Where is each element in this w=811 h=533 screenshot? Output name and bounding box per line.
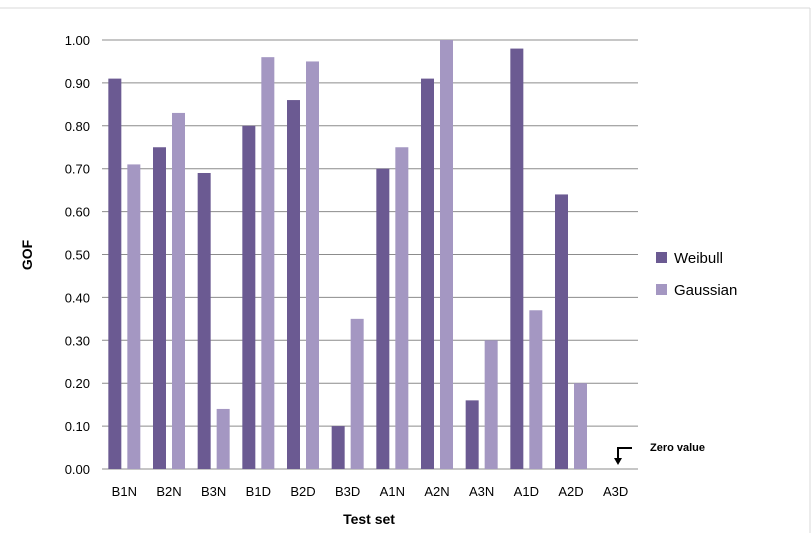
x-tick-labels: B1N B2N B3N B1D B2D B3D A1N A2N A3N A1D A2D A3D bbox=[112, 484, 629, 499]
x-tick-label: B3D bbox=[335, 484, 360, 499]
bar-weibull-a2n bbox=[421, 78, 434, 470]
legend-swatch-weibull bbox=[656, 252, 667, 263]
annotation-label: Zero value bbox=[650, 442, 705, 454]
x-tick-label: B1D bbox=[246, 484, 271, 499]
y-tick-label: 0.70 bbox=[65, 162, 90, 177]
y-tick-label: 0.90 bbox=[65, 76, 90, 91]
bar-gaussian-a1d bbox=[529, 310, 543, 469]
x-axis-title: Test set bbox=[343, 511, 395, 527]
x-tick-label: A3D bbox=[603, 484, 628, 499]
legend-label-gaussian: Gaussian bbox=[674, 282, 737, 299]
y-tick-label: 0.20 bbox=[65, 376, 90, 391]
bar-gaussian-a3n bbox=[484, 340, 498, 469]
bar-gaussian-b1n bbox=[127, 164, 141, 469]
x-tick-label: B1N bbox=[112, 484, 137, 499]
bar-weibull-b2d bbox=[287, 100, 300, 469]
bar-gaussian-b2d bbox=[306, 61, 319, 469]
y-axis-title: GOF bbox=[19, 239, 35, 270]
bar-weibull-b2n bbox=[153, 147, 166, 469]
bar-weibull-b1d bbox=[242, 125, 256, 470]
bar-weibull-a1n bbox=[376, 168, 390, 469]
annotation-arrow bbox=[617, 447, 632, 460]
bar-weibull-a2d bbox=[555, 194, 568, 469]
x-tick-label: A3N bbox=[469, 484, 494, 499]
x-tick-label: B2N bbox=[156, 484, 181, 499]
bar-weibull-a1d bbox=[510, 48, 524, 470]
x-tick-label: B3N bbox=[201, 484, 226, 499]
y-tick-label: 0.30 bbox=[65, 333, 90, 348]
legend: Weibull Gaussian bbox=[656, 250, 737, 299]
bar-gaussian-b3n bbox=[216, 408, 230, 469]
bar-weibull-b3n bbox=[197, 172, 211, 470]
x-tick-label: A1D bbox=[514, 484, 539, 499]
y-tick-label: 1.00 bbox=[65, 33, 90, 48]
legend-label-weibull: Weibull bbox=[674, 250, 723, 267]
bar-gaussian-b3d bbox=[350, 318, 364, 469]
y-tick-label: 0.60 bbox=[65, 205, 90, 220]
gridlines bbox=[102, 39, 638, 470]
bar-weibull-b1n bbox=[108, 78, 122, 470]
y-tick-label: 0.40 bbox=[65, 290, 90, 305]
bar-gaussian-a1n bbox=[395, 147, 409, 469]
bar-gaussian-a2n bbox=[440, 40, 453, 469]
bar-weibull-a3n bbox=[465, 400, 479, 469]
bar-gaussian-b2n bbox=[172, 112, 185, 470]
bar-weibull-b3d bbox=[331, 426, 345, 469]
zero-value-annotation: Zero value bbox=[614, 442, 705, 465]
x-tick-label: B2D bbox=[290, 484, 315, 499]
x-tick-label: A2D bbox=[558, 484, 583, 499]
y-tick-label: 0.00 bbox=[65, 462, 90, 477]
annotation-arrowhead bbox=[614, 458, 622, 465]
y-tick-label: 0.50 bbox=[65, 248, 90, 263]
legend-swatch-gaussian bbox=[656, 284, 667, 295]
bar-gaussian-a2d bbox=[574, 383, 587, 469]
y-tick-label: 0.10 bbox=[65, 419, 90, 434]
x-tick-label: A2N bbox=[424, 484, 449, 499]
y-tick-labels: 0.00 0.10 0.20 0.30 0.40 0.50 0.60 0.70 0.80 0.90… bbox=[65, 33, 90, 477]
bars bbox=[108, 40, 587, 470]
bar-gaussian-b1d bbox=[261, 57, 275, 469]
y-tick-label: 0.80 bbox=[65, 119, 90, 134]
x-tick-label: A1N bbox=[380, 484, 405, 499]
